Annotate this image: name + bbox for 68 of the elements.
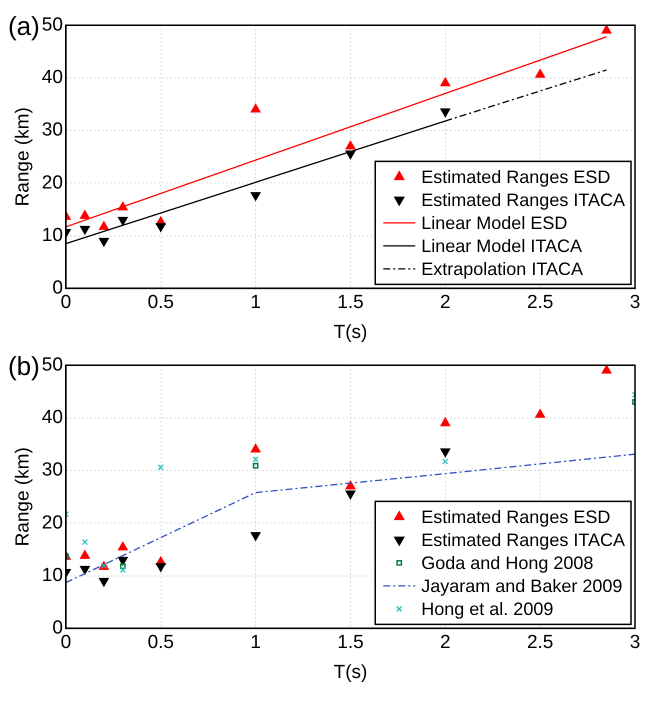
y-tick-label: 30 [42, 460, 63, 481]
point [440, 418, 450, 426]
point [252, 456, 259, 462]
point [250, 192, 261, 201]
x-tick-label: 1 [250, 292, 261, 314]
x-tick-label: 1 [250, 632, 261, 654]
point [156, 563, 166, 572]
point [602, 25, 612, 34]
point [80, 226, 90, 235]
legend-label: Extrapolation ITACA [421, 258, 583, 279]
legend-label: Estimated Ranges ESD [421, 506, 610, 527]
point [346, 140, 356, 150]
y-tick-label: 50 [42, 354, 63, 376]
x-axis-title: T(s) [334, 322, 368, 343]
point [118, 542, 128, 550]
y-tick-label: 50 [42, 14, 63, 36]
y-tick-label: 0 [52, 618, 63, 639]
point [535, 409, 546, 418]
point [250, 104, 261, 113]
x-tick-label: 2.5 [526, 292, 554, 314]
legend-label: Goda and Hong 2008 [421, 552, 594, 573]
point [346, 480, 356, 490]
point [98, 578, 109, 587]
point [250, 532, 261, 541]
y-tick-label: 0 [52, 278, 63, 299]
point [602, 365, 612, 374]
y-tick-label: 30 [42, 120, 63, 141]
x-tick-label: 2.5 [526, 632, 554, 654]
point [252, 462, 258, 469]
point [156, 223, 166, 232]
chart-title: (a) [8, 10, 40, 41]
y-axis-title: Range (km) [12, 107, 34, 206]
x-tick-label: 2 [440, 632, 451, 654]
legend-label: Hong et al. 2009 [421, 598, 554, 619]
legend-label: Jayaram and Baker 2009 [421, 576, 622, 596]
point [82, 538, 88, 546]
point [158, 464, 164, 470]
point [80, 566, 90, 575]
legend-label: Linear Model ITACA [421, 236, 582, 256]
chart-title: (b) [8, 350, 40, 381]
x-tick-label: 1.5 [337, 292, 364, 314]
y-axis-title: Range (km) [12, 447, 34, 546]
x-tick-label: 0.5 [148, 292, 174, 314]
legend-label: Estimated Ranges ESD [421, 166, 610, 187]
y-tick-label: 40 [42, 67, 63, 88]
point [118, 216, 128, 226]
x-tick-label: 3 [630, 292, 640, 314]
point [118, 556, 128, 566]
point [535, 69, 546, 78]
x-tick-label: 0.5 [148, 632, 174, 654]
legend-label: Estimated Ranges ITACA [421, 190, 625, 210]
y-tick-label: 10 [42, 224, 63, 246]
point [442, 458, 448, 465]
point [250, 444, 261, 453]
x-axis-title: T(s) [334, 662, 368, 683]
y-tick-label: 20 [42, 512, 63, 534]
y-tick-label: 10 [42, 564, 63, 586]
legend-label: Estimated Ranges ITACA [421, 530, 625, 550]
x-tick-label: 3 [630, 632, 640, 654]
point [440, 78, 450, 86]
y-tick-label: 20 [42, 172, 63, 194]
point [98, 238, 109, 247]
x-tick-label: 2 [440, 292, 451, 314]
legend-label: Linear Model ESD [421, 212, 568, 233]
y-tick-label: 40 [42, 407, 63, 428]
point [80, 550, 90, 559]
x-tick-label: 1.5 [337, 632, 364, 654]
point [120, 566, 126, 574]
